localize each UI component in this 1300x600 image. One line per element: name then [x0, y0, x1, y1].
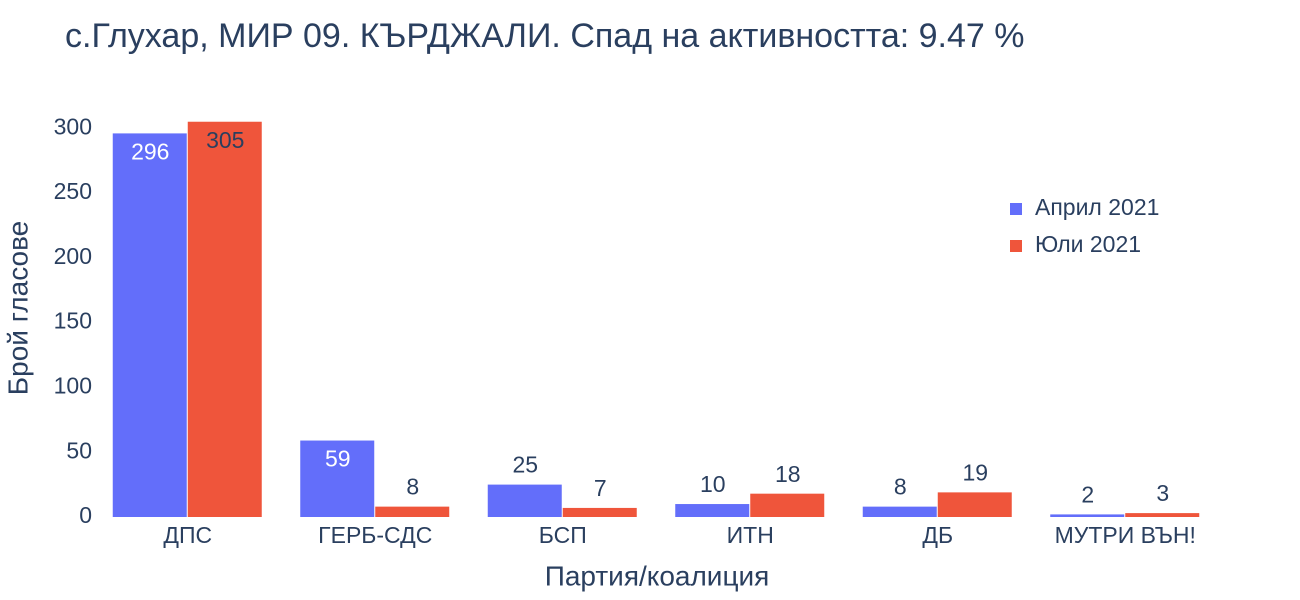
- chart-title: с.Глухар, МИР 09. КЪРДЖАЛИ. Спад на акти…: [65, 17, 1025, 55]
- legend-label: Април 2021: [1035, 194, 1159, 220]
- data-label: 19: [962, 459, 988, 485]
- bar: [1125, 513, 1200, 517]
- y-tick-label: 0: [79, 502, 92, 528]
- data-label: 7: [594, 475, 607, 501]
- x-tick-label: МУТРИ ВЪН!: [1055, 522, 1196, 548]
- bar: [487, 484, 562, 517]
- data-label: 25: [512, 452, 538, 478]
- x-axis-title: Партия/коалиция: [545, 560, 770, 591]
- legend-label: Юли 2021: [1035, 231, 1141, 257]
- data-label: 296: [131, 138, 169, 164]
- x-tick-label: ИТН: [727, 522, 774, 548]
- data-label: 18: [775, 461, 801, 487]
- y-tick-label: 150: [54, 308, 92, 334]
- legend-swatch: [1010, 240, 1022, 252]
- data-label: 3: [1156, 480, 1169, 506]
- y-tick-label: 300: [54, 113, 92, 139]
- bar: [187, 121, 262, 517]
- data-label: 305: [206, 127, 244, 153]
- data-label: 8: [406, 474, 419, 500]
- y-tick-label: 50: [66, 437, 92, 463]
- y-tick-label: 200: [54, 243, 92, 269]
- bar: [300, 440, 375, 517]
- bar: [562, 507, 637, 517]
- y-tick-label: 250: [54, 178, 92, 204]
- bar: [375, 506, 450, 517]
- bar: [675, 504, 750, 517]
- data-label: 10: [700, 471, 726, 497]
- bar: [112, 133, 187, 518]
- x-tick-label: ДПС: [163, 522, 212, 548]
- bar: [937, 492, 1012, 517]
- x-tick-label: ГЕРБ-СДС: [318, 522, 432, 548]
- data-label: 59: [325, 446, 351, 472]
- x-tick-label: ДБ: [922, 522, 953, 548]
- x-tick-label: БСП: [539, 522, 587, 548]
- y-tick-label: 100: [54, 372, 92, 398]
- y-axis-title: Брой гласове: [2, 221, 33, 395]
- legend-swatch: [1010, 203, 1022, 215]
- bar: [1050, 514, 1125, 517]
- bar: [750, 493, 825, 517]
- bar: [862, 506, 937, 517]
- data-label: 2: [1081, 481, 1094, 507]
- data-label: 8: [894, 474, 907, 500]
